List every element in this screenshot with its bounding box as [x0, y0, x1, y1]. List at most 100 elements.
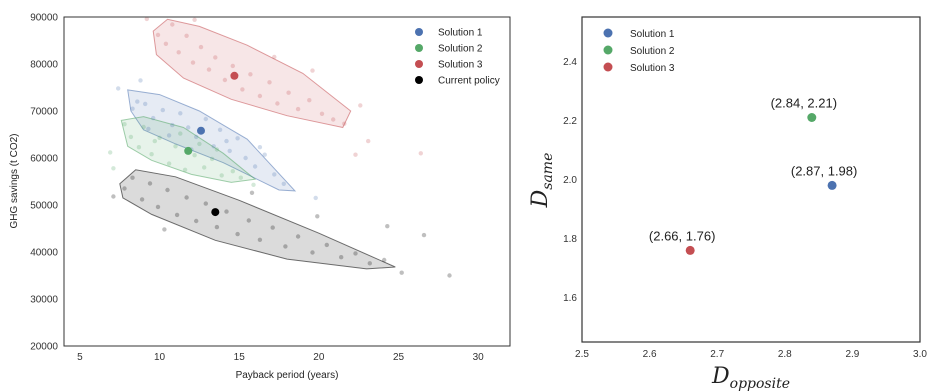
sample-point-s1-6 — [170, 122, 175, 128]
sample-point-s1-18 — [272, 172, 277, 177]
sample-point-s4-21 — [339, 255, 344, 260]
sample-point-s3-30 — [418, 151, 423, 156]
sample-point-s2-7 — [166, 161, 172, 166]
point-label-2: (2.84, 2.21) — [771, 95, 838, 110]
y-tick-2-2.2: 2.2 — [563, 116, 577, 127]
sample-point-s4-30 — [249, 190, 255, 195]
sample-point-s4-2 — [130, 175, 135, 180]
sample-point-s3-7 — [198, 44, 204, 50]
y-axis-label: GHG savings (t CO2) — [9, 133, 20, 228]
sample-point-s2-9 — [182, 167, 188, 172]
sample-point-s3-6 — [190, 60, 196, 65]
sample-point-s1-3 — [143, 101, 148, 107]
sample-point-s1-23 — [224, 138, 229, 144]
sample-point-s4-16 — [270, 225, 275, 230]
sample-point-s1-2 — [135, 99, 140, 104]
x-tick-15: 15 — [234, 352, 246, 363]
sample-point-s1-13 — [227, 148, 232, 154]
sample-point-s3-1 — [155, 32, 161, 38]
sample-point-s4-28 — [162, 227, 167, 232]
x-axis-label-2: Dopposite — [711, 364, 790, 392]
legend-label-2: Solution 2 — [438, 44, 483, 55]
sample-point-s2-1 — [122, 122, 127, 127]
sample-point-s4-20 — [324, 242, 329, 248]
sample-point-s2-20 — [108, 150, 113, 155]
sample-point-s3-20 — [319, 111, 325, 117]
sample-point-s4-15 — [257, 237, 263, 242]
solution-point-2-3 — [685, 245, 695, 255]
sample-point-s3-12 — [240, 87, 245, 92]
sample-point-s4-25 — [399, 270, 404, 275]
y-ticks: 20000 30000 40000 50000 60000 70000 80000 90000 — [30, 13, 58, 353]
sample-point-s1-19 — [281, 181, 286, 186]
sample-point-s1-7 — [178, 111, 183, 116]
sample-point-s4-23 — [367, 261, 372, 266]
sample-point-s4-3 — [139, 197, 145, 202]
point-label-3: (2.66, 1.76) — [649, 228, 716, 243]
y-tick-20000: 20000 — [30, 342, 58, 353]
sample-point-s2-21 — [111, 166, 116, 171]
x-ticks-2: 2.5 2.6 2.7 2.8 2.9 3.0 — [575, 349, 927, 360]
sample-point-s2-12 — [209, 156, 215, 162]
sample-point-s3-21 — [331, 117, 336, 122]
x-tick-25: 25 — [393, 352, 405, 363]
sample-point-s3-11 — [230, 63, 235, 69]
sample-point-s3-28 — [144, 16, 149, 22]
sample-point-s3-17 — [286, 90, 291, 95]
sample-point-s2-2 — [128, 134, 134, 140]
solution-point-1 — [197, 126, 205, 135]
legend-2-label-3: Solution 3 — [630, 63, 675, 74]
sample-point-s1-20 — [146, 126, 151, 132]
sample-point-s3-2 — [163, 41, 169, 46]
x-tick-30: 30 — [473, 352, 485, 363]
sample-point-s3-5 — [184, 33, 189, 38]
solution-point-3 — [230, 71, 239, 80]
solution-point-2-2 — [807, 113, 817, 122]
sample-point-s2-5 — [149, 152, 154, 157]
sample-point-s4-19 — [310, 250, 315, 255]
sample-point-s2-16 — [152, 138, 157, 144]
sample-points — [108, 16, 452, 278]
sample-point-s2-6 — [157, 135, 162, 140]
sample-point-s2-15 — [238, 175, 243, 180]
sample-point-s4-13 — [235, 231, 240, 237]
y-axis-label-base: D — [528, 189, 553, 208]
legend-label-3: Solution 3 — [438, 60, 483, 71]
sample-point-s1-17 — [262, 152, 267, 157]
x-tick-2-2.8: 2.8 — [778, 349, 792, 360]
legend-2-marker-2 — [603, 45, 613, 55]
sample-point-s3-27 — [310, 68, 315, 73]
x-tick-2-3.0: 3.0 — [913, 349, 927, 360]
sample-point-s4-6 — [165, 187, 170, 193]
sample-point-s1-21 — [166, 133, 172, 138]
y-tick-90000: 90000 — [30, 13, 58, 24]
distance-chart: (2.87, 1.98) (2.84, 2.21) (2.66, 1.76) 2.5… — [528, 16, 927, 392]
plot-frame-2 — [581, 16, 921, 343]
legend-2-label-2: Solution 2 — [630, 46, 675, 57]
solution-point-4 — [211, 208, 220, 217]
x-tick-2-2.5: 2.5 — [575, 349, 589, 360]
sample-point-s3-25 — [358, 103, 363, 108]
sample-point-s4-12 — [224, 209, 229, 214]
sample-point-s3-3 — [170, 22, 175, 27]
sample-point-s1-14 — [235, 136, 240, 141]
x-axis-label-sub: opposite — [730, 376, 790, 392]
sample-point-s4-4 — [147, 181, 153, 186]
solution-points-2: (2.87, 1.98) (2.84, 2.21) (2.66, 1.76) — [649, 95, 858, 255]
legend-marker-3 — [415, 60, 423, 68]
x-tick-10: 10 — [154, 352, 166, 363]
legend-2-marker-3 — [603, 62, 613, 72]
x-axis-label: Payback period (years) — [236, 370, 339, 381]
legend-2: Solution 1 Solution 2 Solution 3 — [603, 28, 675, 74]
y-tick-50000: 50000 — [30, 201, 58, 212]
sample-point-s1-12 — [217, 127, 223, 132]
sample-point-s2-18 — [197, 141, 202, 147]
sample-point-s1-4 — [151, 115, 156, 121]
sample-point-s2-13 — [219, 173, 224, 178]
sample-point-s3-15 — [267, 80, 272, 85]
sample-point-s4-17 — [283, 244, 288, 249]
hull-series-4 — [119, 169, 396, 270]
sample-point-s3-16 — [275, 101, 280, 106]
point-label-1: (2.87, 1.98) — [791, 163, 858, 178]
